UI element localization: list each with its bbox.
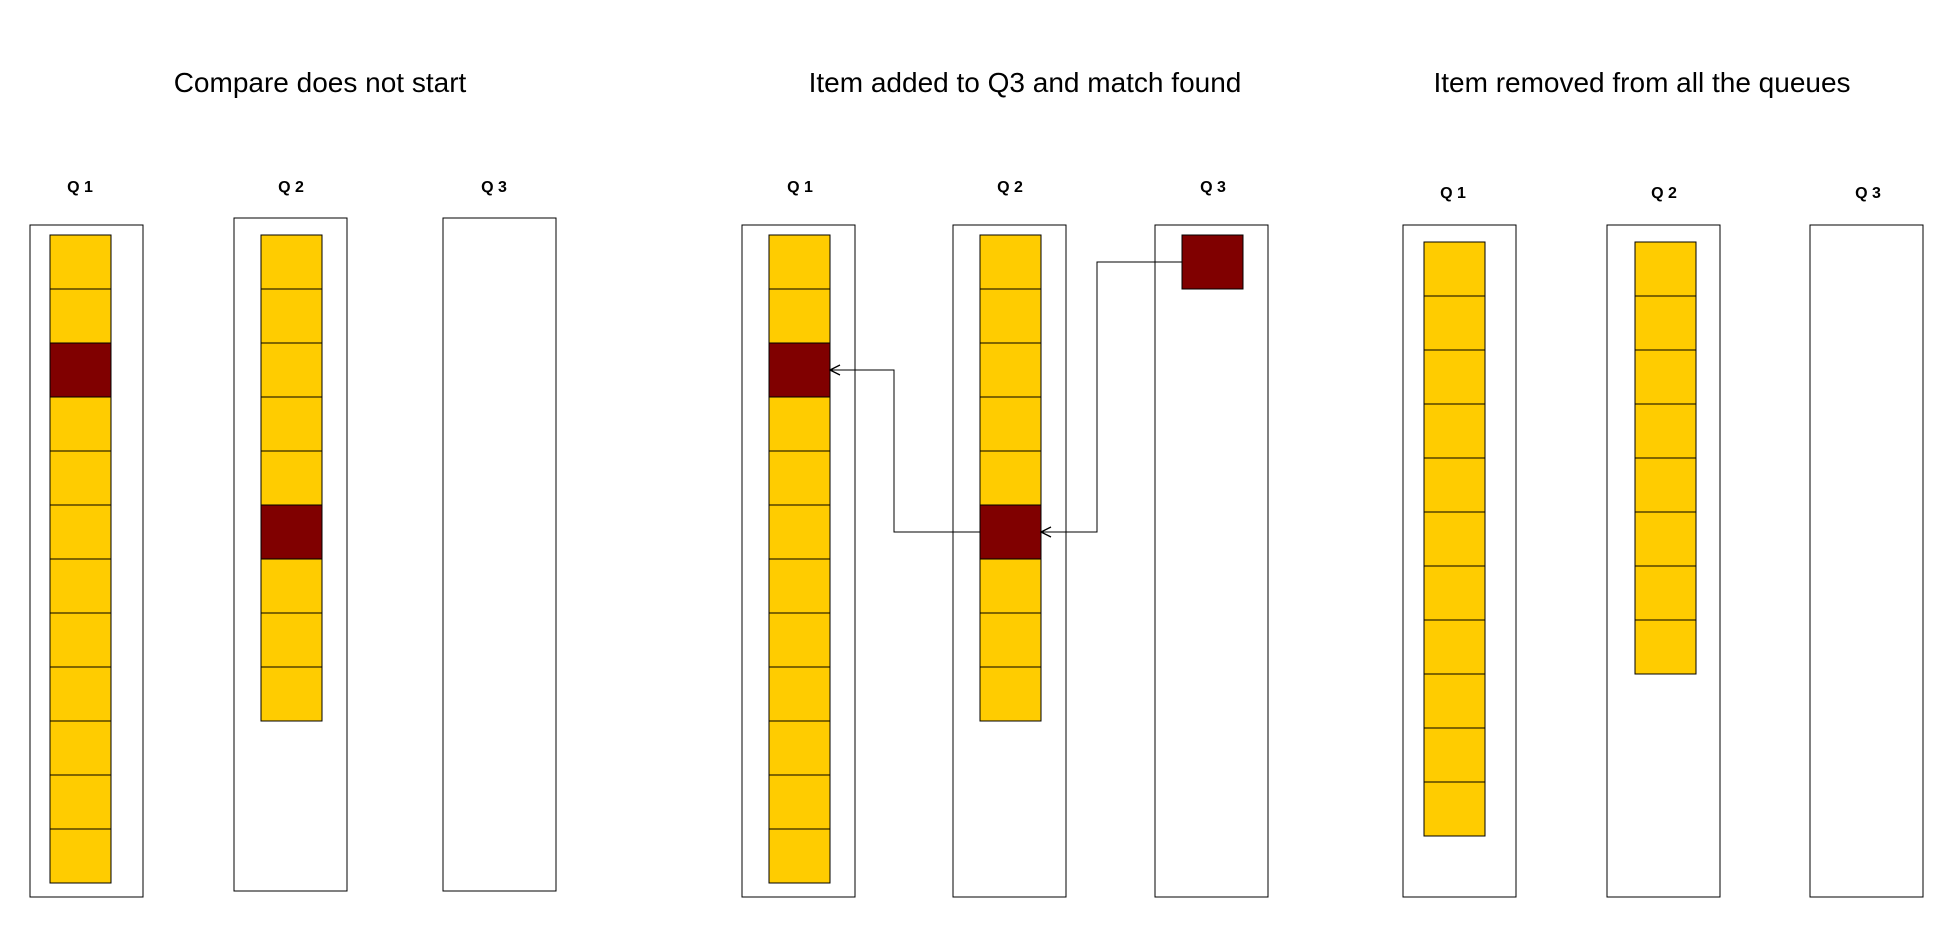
queue-label-p1-q3: Q 3 [481,179,507,196]
queue-item [1634,295,1697,351]
queue-item [768,774,831,830]
matched-queue-item [260,504,323,560]
queue-item [768,504,831,560]
queue-container-p3-q2 [1606,224,1721,898]
matched-queue-item [1181,234,1244,290]
queue-item [768,720,831,776]
queue-item [1423,781,1486,837]
queue-item [1634,619,1697,675]
panel-title-3: Item removed from all the queues [1433,67,1850,98]
queue-container-p3-q3 [1809,224,1924,898]
matched-queue-item [979,504,1042,560]
match-arrow-q3-to-q2 [1041,261,1182,532]
queue-item [979,558,1042,614]
queue-item [1634,403,1697,459]
queue-item [260,666,323,722]
queue-item [768,288,831,344]
queue-item [1634,511,1697,567]
queue-item [49,558,112,614]
matched-queue-item [768,342,831,398]
queue-container-p2-q3 [1154,224,1269,898]
queue-item [1423,565,1486,621]
queue-item [1423,403,1486,459]
queue-item [768,396,831,452]
queue-item [49,234,112,290]
queue-item [49,396,112,452]
queue-items-p1-q2 [260,234,323,722]
queue-item [1423,241,1486,297]
queue-items-p3-q2 [1634,241,1697,675]
queue-label-p3-q1: Q 1 [1440,185,1466,202]
queue-item [49,450,112,506]
queue-label-p3-q3: Q 3 [1855,185,1881,202]
queue-container-p2-q2 [952,224,1067,898]
queue-item [768,666,831,722]
queue-items-p3-q1 [1423,241,1486,837]
queue-item [1423,673,1486,729]
queue-container-p1-q3 [442,217,557,892]
queue-item [260,612,323,668]
queue-item [49,504,112,560]
queue-item [1634,241,1697,297]
queue-label-p2-q1: Q 1 [787,179,813,196]
queue-item [1423,727,1486,783]
queue-item [49,666,112,722]
queue-item [1634,565,1697,621]
queue-item [1423,295,1486,351]
queue-item [260,234,323,290]
queue-item [1423,349,1486,405]
queue-item [1423,511,1486,567]
queue-container-p2-q1 [741,224,856,898]
queue-item [768,828,831,884]
queue-container-p3-q1 [1402,224,1517,898]
queue-item [49,828,112,884]
panel-title-2: Item added to Q3 and match found [809,67,1242,98]
queue-item [1634,457,1697,513]
queue-items-p2-q1 [768,234,831,884]
queue-item [260,342,323,398]
queue-item [1634,349,1697,405]
queue-item [49,612,112,668]
queue-item [979,396,1042,452]
queue-item [979,612,1042,668]
queue-item [979,342,1042,398]
queue-label-p2-q3: Q 3 [1200,179,1226,196]
queue-label-p2-q2: Q 2 [997,179,1023,196]
matched-queue-item [49,342,112,398]
queue-item [49,774,112,830]
queue-label-p3-q2: Q 2 [1651,185,1677,202]
queue-item [768,450,831,506]
queue-item [260,288,323,344]
queue-item [979,450,1042,506]
queue-item [768,234,831,290]
queue-item [979,666,1042,722]
queue-item [1423,457,1486,513]
queue-item [260,558,323,614]
queue-items-p2-q3 [1181,234,1244,290]
queue-label-p1-q2: Q 2 [278,179,304,196]
queue-items-p2-q2 [979,234,1042,722]
queue-container-p1-q1 [29,224,144,898]
panel-title-1: Compare does not start [174,67,467,98]
queue-item [49,288,112,344]
queue-items-p1-q1 [49,234,112,884]
queue-item [1423,619,1486,675]
queue-item [979,234,1042,290]
match-arrow-q2-to-q1 [830,370,980,533]
queue-label-p1-q1: Q 1 [67,179,93,196]
queue-container-p1-q2 [233,217,348,892]
queue-item [979,288,1042,344]
queue-item [260,396,323,452]
queue-item [768,558,831,614]
queue-item [260,450,323,506]
queue-item [49,720,112,776]
queue-item [768,612,831,668]
